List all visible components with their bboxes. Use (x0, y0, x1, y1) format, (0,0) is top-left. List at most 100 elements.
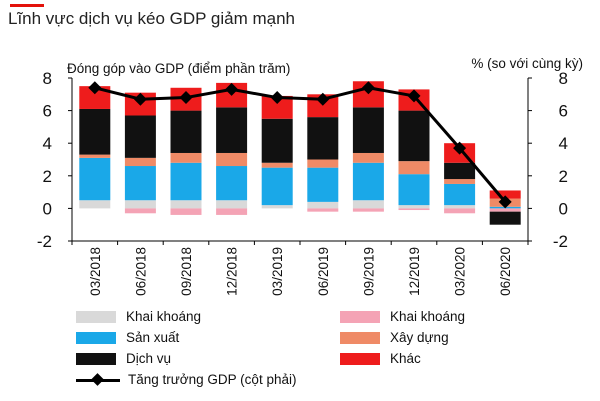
y-tick-label-left: 2 (43, 167, 52, 186)
x-tick-label: 03/2020 (453, 247, 468, 296)
bar-segment-construction (216, 152, 248, 167)
legend-label-mining-positive: Khai khoáng (126, 309, 202, 324)
legend-label-gdp-growth: Tăng trưởng GDP (cột phải) (128, 372, 297, 387)
gdp-growth-point (88, 81, 102, 95)
bar-segment-other (79, 86, 111, 109)
bar-segment-mining_pos (261, 205, 293, 209)
bar-segment-mining_pos (79, 200, 111, 209)
y-tick-label-right: 0 (559, 199, 568, 218)
bar-segment-services (170, 110, 202, 153)
x-tick-label: 09/2019 (361, 247, 376, 296)
bar-segment-manufacturing (261, 167, 293, 206)
y-axis-label-right: % (so với cùng kỳ) (471, 56, 583, 71)
bar-segment-services (444, 162, 476, 180)
bar-segment-construction (124, 157, 156, 167)
bar-segment-services (489, 211, 521, 225)
legend-swatch-mining-positive (76, 310, 116, 323)
legend-item-manufacturing: Sản xuất (76, 330, 179, 345)
gdp-growth-point (453, 141, 467, 155)
y-tick-label-left: 8 (43, 69, 52, 88)
legend-swatch-gdp-growth-line (76, 374, 120, 386)
y-tick-label-left: -2 (37, 232, 52, 251)
legend-swatch-manufacturing (76, 331, 116, 344)
bar-segment-mining_neg (352, 208, 384, 212)
bar-segment-mining_neg (398, 208, 430, 211)
title-accent-line (10, 4, 44, 7)
bar-segment-mining_pos (124, 200, 156, 209)
bar-segment-services (124, 115, 156, 158)
legend-swatch-mining-negative (340, 310, 380, 323)
x-tick-label: 12/2018 (225, 247, 240, 296)
y-tick-label-right: 4 (559, 134, 568, 153)
stacked-bar-chart: -2 -2 0 0 2 2 4 4 6 6 8 8 03/2018 06/2018 09/2018 12/20… (37, 56, 583, 296)
bar-segment-mining_pos (352, 200, 384, 209)
bar-segment-construction (79, 154, 111, 158)
legend-item-mining-positive: Khai khoáng (76, 309, 201, 324)
gdp-growth-point (498, 195, 512, 209)
bar-segment-other (261, 95, 293, 119)
legend-label-other: Khác (390, 351, 421, 366)
bar-segment-mining_pos (444, 205, 476, 209)
bar-segment-construction (307, 159, 339, 168)
x-tick-label: 03/2018 (88, 247, 103, 296)
bar-segment-mining_neg (489, 208, 521, 212)
bar-segment-services (398, 110, 430, 162)
x-tick-label: 06/2018 (133, 247, 148, 296)
gdp-growth-point (361, 81, 375, 95)
bar-segment-manufacturing (307, 167, 339, 202)
legend-item-other: Khác (340, 351, 421, 366)
bar-segment-services (307, 117, 339, 160)
bar-segment-other (489, 190, 521, 199)
legend-swatch-services (76, 352, 116, 365)
bar-segment-manufacturing (352, 162, 384, 201)
bar-segment-mining_neg (444, 208, 476, 214)
gdp-growth-point (179, 91, 193, 105)
y-tick-label-right: 8 (559, 69, 568, 88)
y-tick-label-right: 6 (559, 102, 568, 121)
bar-segment-manufacturing (124, 166, 156, 201)
bar-segment-manufacturing (444, 183, 476, 206)
bar-segment-services (216, 107, 248, 153)
legend-item-services: Dịch vụ (76, 351, 171, 366)
gdp-growth-point (225, 82, 239, 96)
y-tick-label-right: 2 (559, 167, 568, 186)
x-tick-label: 09/2018 (179, 247, 194, 296)
bar-segment-manufacturing (398, 174, 430, 206)
bar-segment-construction (261, 162, 293, 168)
chart-legend: Khai khoáng Khai khoáng Sản xuất Xây dựn… (76, 309, 576, 395)
legend-item-construction: Xây dựng (340, 330, 449, 345)
bar-segment-manufacturing (79, 157, 111, 201)
bar-segment-mining_neg (124, 208, 156, 214)
x-tick-label: 06/2019 (316, 247, 331, 296)
y-tick-label-left: 6 (43, 102, 52, 121)
bar-segment-mining_pos (398, 205, 430, 209)
bar-segment-manufacturing (170, 162, 202, 201)
gdp-growth-point (316, 92, 330, 106)
x-tick-label: 06/2020 (498, 247, 513, 296)
bar-segment-construction (444, 179, 476, 184)
gdp-growth-point (270, 91, 284, 105)
y-tick-label-right: -2 (553, 232, 568, 251)
legend-label-mining-negative: Khai khoáng (390, 309, 466, 324)
legend-swatch-other (340, 352, 380, 365)
legend-label-manufacturing: Sản xuất (126, 330, 180, 345)
legend-item-gdp-growth: Tăng trưởng GDP (cột phải) (76, 372, 296, 387)
x-tick-label: 12/2019 (407, 247, 422, 296)
bar-segment-construction (352, 152, 384, 163)
y-tick-label-left: 4 (43, 134, 52, 153)
x-tick-label: 03/2019 (270, 247, 285, 296)
bar-segment-mining_pos (170, 200, 202, 209)
bar-segment-services (352, 107, 384, 153)
bar-segment-mining_neg (307, 208, 339, 212)
gdp-growth-point (133, 92, 147, 106)
chart-title: Lĩnh vực dịch vụ kéo GDP giảm mạnh (8, 9, 295, 28)
bar-segment-manufacturing (216, 166, 248, 201)
bar-segment-mining_neg (170, 208, 202, 215)
legend-label-construction: Xây dựng (390, 330, 449, 345)
y-axis-label-left: Đóng góp vào GDP (điểm phần trăm) (67, 61, 290, 76)
bar-segment-construction (398, 161, 430, 175)
bar-segment-mining_pos (307, 201, 339, 209)
legend-item-mining-negative: Khai khoáng (340, 309, 465, 324)
bar-segment-mining_neg (216, 208, 248, 215)
bar-segment-mining_pos (216, 200, 248, 209)
